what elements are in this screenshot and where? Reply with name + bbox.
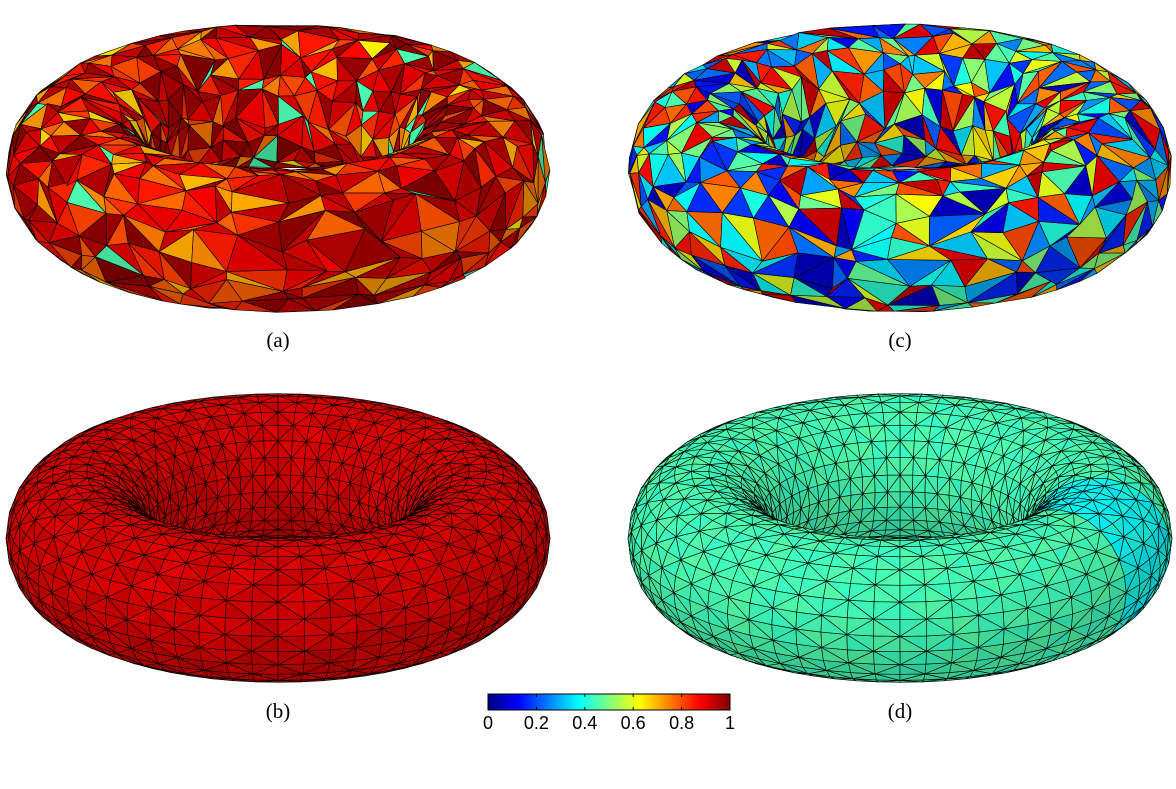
colorbar-tick-label: 0 xyxy=(483,713,493,733)
colorbar-tick-label: 0.2 xyxy=(524,713,549,733)
mesh-face xyxy=(713,424,727,430)
torus-panel xyxy=(628,24,1171,312)
panel-caption: (b) xyxy=(266,699,291,723)
colorbar-tick-label: 0.6 xyxy=(621,713,646,733)
figure: (a) (b) (c) (d) 0 0.2 0.4 0.6 0.8 1 xyxy=(0,0,1176,789)
mesh-face xyxy=(1094,253,1125,269)
torus-panel xyxy=(6,394,550,683)
colorbar-tick-label: 1 xyxy=(725,713,735,733)
page: (a)(b)(c)(d)00.20.40.60.81 (() => { cons… xyxy=(0,0,1176,789)
panel-caption: (a) xyxy=(266,328,289,352)
mesh-face xyxy=(452,424,466,430)
torus-panel xyxy=(6,25,550,312)
panel-caption: (d) xyxy=(888,699,913,723)
mesh-face xyxy=(91,424,105,430)
torus-panel xyxy=(628,394,1172,683)
colorbar-tick-label: 0.4 xyxy=(572,713,597,733)
colorbar xyxy=(488,694,730,710)
mesh-face xyxy=(1074,424,1088,430)
colorbar-tick-label: 0.8 xyxy=(669,713,694,733)
panel-caption: (c) xyxy=(888,328,911,352)
